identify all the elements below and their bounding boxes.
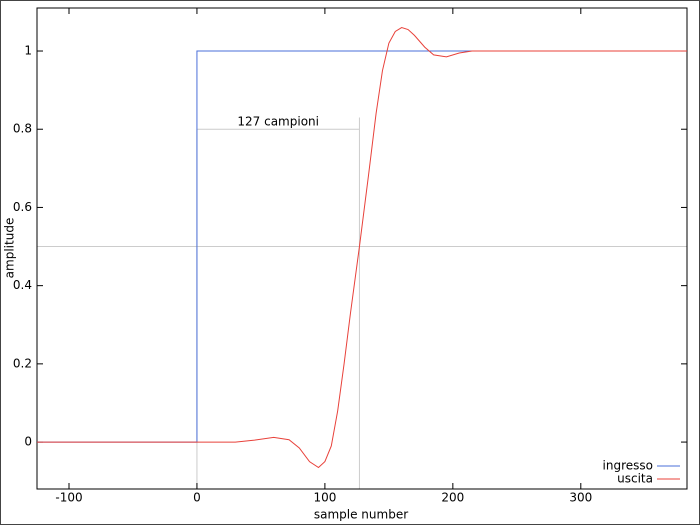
x-tick-label: 200 — [441, 491, 464, 505]
y-tick-label: 0.6 — [13, 200, 32, 214]
y-tick-label: 0.2 — [13, 356, 32, 370]
y-tick-label: 0 — [24, 435, 32, 449]
y-tick-label: 1 — [24, 44, 32, 58]
y-tick-label: 0.4 — [13, 278, 32, 292]
x-tick-label: 100 — [313, 491, 336, 505]
x-tick-label: 0 — [193, 491, 201, 505]
plot-border — [36, 7, 688, 490]
x-axis-label: sample number — [314, 508, 408, 522]
legend-label: ingresso — [603, 459, 653, 473]
legend-label: uscita — [617, 472, 653, 486]
x-tick-label: 300 — [569, 491, 592, 505]
bracket-label: 127 campioni — [237, 115, 319, 129]
y-axis-label: amplitude — [3, 218, 17, 279]
y-tick-label: 0.8 — [13, 122, 32, 136]
line — [37, 27, 687, 469]
x-tick-label: -100 — [55, 491, 82, 505]
